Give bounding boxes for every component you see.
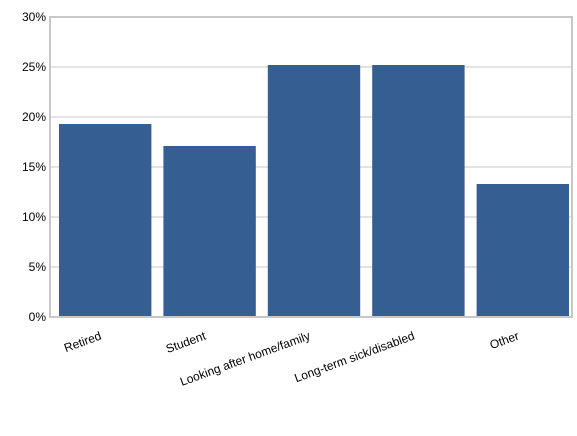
y-tick-label: 10% — [22, 210, 46, 224]
y-axis-ticks: 0% 5% 10% 15% 20% 25% 30% — [22, 10, 46, 324]
y-tick-label: 0% — [29, 310, 47, 324]
y-tick-label: 15% — [22, 160, 46, 174]
bar — [59, 124, 152, 317]
bar — [163, 146, 256, 317]
bar — [476, 184, 569, 317]
x-tick-label: Student — [164, 328, 208, 356]
x-tick-label: Long-term sick/disabled — [293, 329, 417, 386]
bars — [59, 65, 569, 317]
x-tick-label: Retired — [62, 329, 103, 355]
y-tick-label: 25% — [22, 60, 46, 74]
y-tick-label: 20% — [22, 110, 46, 124]
bar — [267, 65, 361, 317]
y-tick-label: 5% — [29, 260, 47, 274]
plot-frame — [49, 16, 573, 318]
x-tick-label: Other — [488, 329, 521, 352]
y-tick-label: 30% — [22, 10, 46, 24]
bar — [372, 65, 465, 317]
